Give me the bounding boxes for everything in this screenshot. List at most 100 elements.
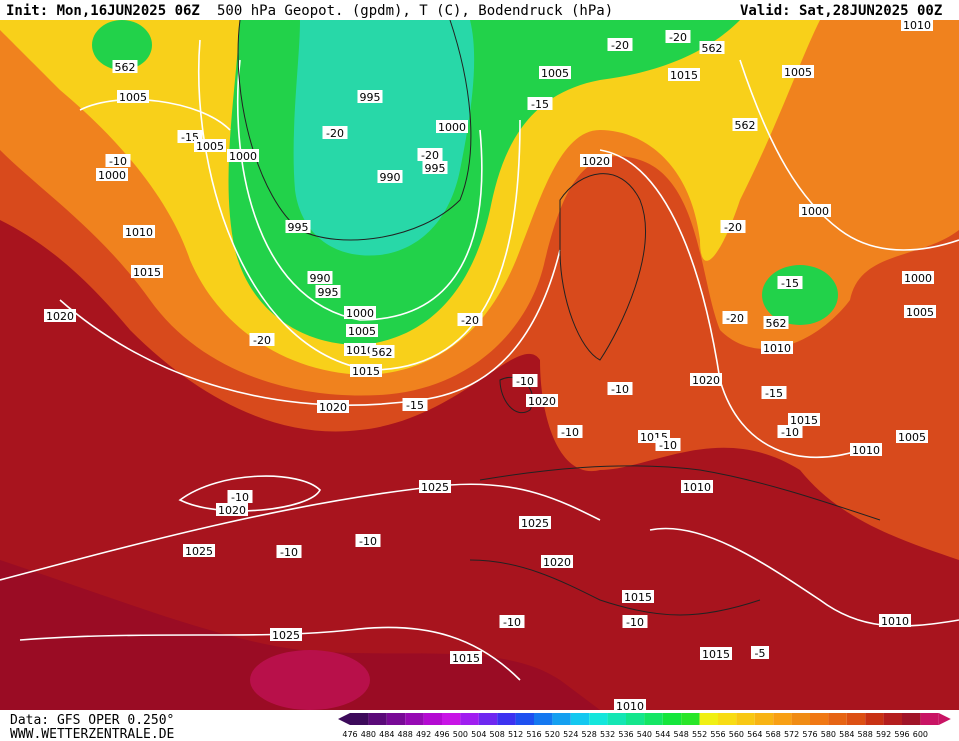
label-box (720, 220, 746, 233)
map-label: 1025 (185, 545, 213, 558)
label-box (315, 285, 341, 298)
map-label: 562 (115, 61, 136, 74)
coastline (469, 559, 761, 616)
map-label: 995 (360, 91, 381, 104)
init-text: Init: Mon,16JUN2025 06Z (6, 3, 200, 19)
valid-text: Valid: Sat,28JUN2025 00Z (740, 3, 942, 19)
label-box (526, 394, 558, 407)
label-box (904, 305, 936, 318)
map-label: -10 (659, 439, 677, 452)
label-box (105, 154, 131, 167)
label-box (541, 555, 573, 568)
label-box (751, 646, 769, 659)
label-box (850, 443, 882, 456)
colorbar-label: 580 (821, 730, 836, 739)
label-box (270, 628, 302, 641)
label-box (622, 615, 648, 628)
colorbar-label: 584 (839, 730, 854, 739)
colorbar-swatch (386, 713, 406, 725)
isobar (599, 149, 861, 459)
map-label: -10 (781, 426, 799, 439)
colorbar-label: 500 (453, 730, 468, 739)
map-label: 1000 (98, 169, 126, 182)
colorbar-label: 484 (379, 730, 394, 739)
colorbar-label: 488 (398, 730, 413, 739)
colorbar-label: 516 (526, 730, 541, 739)
label-box (357, 90, 383, 103)
map-label: -15 (765, 387, 783, 400)
colorbar-swatch (552, 713, 571, 725)
map-label: 990 (380, 171, 401, 184)
map-label: -5 (755, 647, 766, 660)
colorbar-label: 576 (802, 730, 817, 739)
label-box (607, 38, 633, 51)
coastline (479, 465, 881, 521)
label-box (422, 161, 448, 174)
isobars (0, 39, 959, 681)
colorbar-swatch (350, 713, 369, 725)
map-label: 1000 (229, 150, 257, 163)
colorbar-swatch (570, 713, 590, 725)
map-label: -10 (561, 426, 579, 439)
label-box (665, 30, 691, 43)
colorbar-swatch (442, 713, 461, 725)
colorbar-label: 564 (747, 730, 762, 739)
map-label: 1015 (702, 648, 730, 661)
colorbar-arrow-left (338, 713, 350, 725)
field-green-small (92, 20, 152, 70)
label-box (690, 373, 722, 386)
map-label: 1010 (763, 342, 791, 355)
label-box (722, 311, 748, 324)
colorbar-swatch (883, 713, 902, 725)
label-box (788, 413, 820, 426)
label-box (285, 220, 311, 233)
colorbar-label: 548 (674, 730, 689, 739)
coastline (237, 19, 472, 241)
label-box (879, 614, 911, 627)
colorbar-swatch (736, 713, 755, 725)
map-label: -10 (516, 375, 534, 388)
map-label: 1015 (452, 652, 480, 665)
colorbar: 476 480 484 488 492 496 500 504 508 512 516 520 524 5… (338, 713, 951, 739)
map-label: 1015 (352, 365, 380, 378)
label-box (777, 425, 803, 438)
colorbar-label: 508 (490, 730, 505, 739)
label-box (417, 148, 443, 161)
colorbar-label: 532 (600, 730, 615, 739)
colorbar-swatch (662, 713, 682, 725)
label-box (419, 480, 451, 493)
map-label: 1020 (319, 401, 347, 414)
colorbar-label: 492 (416, 730, 431, 739)
field-dark (0, 560, 600, 710)
label-box (227, 149, 259, 162)
colorbar-swatch (423, 713, 442, 725)
label-box (227, 490, 253, 503)
map-label: 1010 (903, 19, 931, 32)
label-box (622, 590, 654, 603)
label-box (539, 66, 571, 79)
label-box (216, 503, 248, 516)
map-label: -15 (781, 277, 799, 290)
colorbar-label: 528 (582, 730, 597, 739)
label-box (402, 398, 428, 411)
colorbar-swatch (920, 713, 939, 725)
label-box (194, 139, 226, 152)
label-box (614, 699, 646, 712)
label-box (902, 271, 934, 284)
map-label: 1010 (852, 444, 880, 457)
label-box (112, 60, 138, 73)
colorbar-swatch (791, 713, 810, 725)
label-box (699, 41, 725, 54)
colorbar-swatch (405, 713, 424, 725)
map-label: 1010 (881, 615, 909, 628)
map-label: -20 (611, 39, 629, 52)
map-label: 1015 (790, 414, 818, 427)
label-box (131, 265, 163, 278)
map-label: 1005 (348, 325, 376, 338)
map-label: 1000 (904, 272, 932, 285)
map-label: -20 (326, 127, 344, 140)
map-label: -20 (461, 314, 479, 327)
label-box (436, 120, 468, 133)
